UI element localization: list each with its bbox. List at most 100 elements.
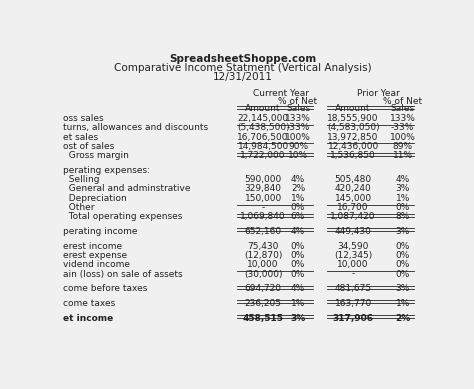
- Text: 100%: 100%: [285, 133, 311, 142]
- Text: 10,000: 10,000: [337, 260, 369, 269]
- Text: 75,430: 75,430: [247, 242, 279, 251]
- Text: vidend income: vidend income: [63, 260, 130, 269]
- Text: 420,240: 420,240: [335, 184, 372, 193]
- Text: 133%: 133%: [285, 114, 311, 123]
- Text: General and adminstrative: General and adminstrative: [63, 184, 191, 193]
- Text: et income: et income: [63, 314, 113, 322]
- Text: 236,205: 236,205: [245, 299, 282, 308]
- Text: 1%: 1%: [291, 194, 305, 203]
- Text: Gross margin: Gross margin: [63, 151, 129, 160]
- Text: 458,515: 458,515: [243, 314, 283, 322]
- Text: 3%: 3%: [291, 314, 306, 322]
- Text: 18,555,900: 18,555,900: [328, 114, 379, 123]
- Text: 89%: 89%: [392, 142, 413, 151]
- Text: 1,536,850: 1,536,850: [330, 151, 376, 160]
- Text: ost of sales: ost of sales: [63, 142, 114, 151]
- Text: 10,000: 10,000: [247, 260, 279, 269]
- Text: 329,840: 329,840: [245, 184, 282, 193]
- Text: et sales: et sales: [63, 133, 98, 142]
- Text: perating income: perating income: [63, 227, 137, 236]
- Text: come taxes: come taxes: [63, 299, 115, 308]
- Text: 133%: 133%: [390, 114, 416, 123]
- Text: (12,345): (12,345): [334, 251, 372, 260]
- Text: Prior Year: Prior Year: [356, 89, 399, 98]
- Text: 14,984,500: 14,984,500: [237, 142, 289, 151]
- Text: oss sales: oss sales: [63, 114, 103, 123]
- Text: 1%: 1%: [395, 194, 410, 203]
- Text: 1%: 1%: [395, 299, 410, 308]
- Text: Depreciation: Depreciation: [63, 194, 127, 203]
- Text: 449,430: 449,430: [335, 227, 372, 236]
- Text: ain (loss) on sale of assets: ain (loss) on sale of assets: [63, 270, 182, 279]
- Text: 1,087,420: 1,087,420: [330, 212, 376, 221]
- Text: 6%: 6%: [291, 212, 305, 221]
- Text: 0%: 0%: [395, 203, 410, 212]
- Text: (12,870): (12,870): [244, 251, 283, 260]
- Text: 0%: 0%: [395, 260, 410, 269]
- Text: come before taxes: come before taxes: [63, 284, 147, 293]
- Text: 317,906: 317,906: [333, 314, 374, 322]
- Text: 16,706,500: 16,706,500: [237, 133, 289, 142]
- Text: 3%: 3%: [395, 184, 410, 193]
- Text: Sales: Sales: [391, 104, 415, 113]
- Text: 4%: 4%: [396, 175, 410, 184]
- Text: -33%: -33%: [286, 123, 310, 132]
- Text: 100%: 100%: [390, 133, 416, 142]
- Text: 10%: 10%: [288, 151, 308, 160]
- Text: 4%: 4%: [291, 175, 305, 184]
- Text: (5,438,500): (5,438,500): [237, 123, 290, 132]
- Text: 0%: 0%: [291, 251, 305, 260]
- Text: 3%: 3%: [395, 227, 410, 236]
- Text: 505,480: 505,480: [335, 175, 372, 184]
- Text: -: -: [262, 203, 265, 212]
- Text: 12,436,000: 12,436,000: [328, 142, 379, 151]
- Text: Amount: Amount: [246, 104, 281, 113]
- Text: 590,000: 590,000: [245, 175, 282, 184]
- Text: Total operating expenses: Total operating expenses: [63, 212, 182, 221]
- Text: 0%: 0%: [395, 242, 410, 251]
- Text: 90%: 90%: [288, 142, 308, 151]
- Text: 2%: 2%: [395, 314, 410, 322]
- Text: (30,000): (30,000): [244, 270, 283, 279]
- Text: 1%: 1%: [291, 299, 305, 308]
- Text: 12/31/2011: 12/31/2011: [213, 72, 273, 82]
- Text: (4,583,050): (4,583,050): [327, 123, 380, 132]
- Text: -33%: -33%: [391, 123, 414, 132]
- Text: 163,770: 163,770: [335, 299, 372, 308]
- Text: erest expense: erest expense: [63, 251, 127, 260]
- Text: 11%: 11%: [392, 151, 413, 160]
- Text: 150,000: 150,000: [245, 194, 282, 203]
- Text: 3%: 3%: [395, 284, 410, 293]
- Text: 4%: 4%: [291, 227, 305, 236]
- Text: 481,675: 481,675: [335, 284, 372, 293]
- Text: 0%: 0%: [291, 270, 305, 279]
- Text: 0%: 0%: [291, 242, 305, 251]
- Text: 16,700: 16,700: [337, 203, 369, 212]
- Text: 22,145,000: 22,145,000: [237, 114, 289, 123]
- Text: SpreadsheetShoppe.com: SpreadsheetShoppe.com: [169, 54, 317, 64]
- Text: 2%: 2%: [291, 184, 305, 193]
- Text: Other: Other: [63, 203, 94, 212]
- Text: % of Net: % of Net: [383, 97, 422, 106]
- Text: 145,000: 145,000: [335, 194, 372, 203]
- Text: -: -: [352, 270, 355, 279]
- Text: 4%: 4%: [291, 284, 305, 293]
- Text: 0%: 0%: [395, 251, 410, 260]
- Text: 1,722,000: 1,722,000: [240, 151, 286, 160]
- Text: 0%: 0%: [291, 260, 305, 269]
- Text: 1,069,840: 1,069,840: [240, 212, 286, 221]
- Text: 34,590: 34,590: [337, 242, 369, 251]
- Text: 694,720: 694,720: [245, 284, 282, 293]
- Text: 8%: 8%: [395, 212, 410, 221]
- Text: % of Net: % of Net: [278, 97, 318, 106]
- Text: 0%: 0%: [291, 203, 305, 212]
- Text: Current Year: Current Year: [253, 89, 309, 98]
- Text: 652,160: 652,160: [245, 227, 282, 236]
- Text: turns, allowances and discounts: turns, allowances and discounts: [63, 123, 208, 132]
- Text: Sales: Sales: [286, 104, 310, 113]
- Text: erest income: erest income: [63, 242, 122, 251]
- Text: Comparative Income Statment (Vertical Analysis): Comparative Income Statment (Vertical An…: [114, 63, 372, 73]
- Text: perating expenses:: perating expenses:: [63, 166, 150, 175]
- Text: Selling: Selling: [63, 175, 100, 184]
- Text: Amount: Amount: [336, 104, 371, 113]
